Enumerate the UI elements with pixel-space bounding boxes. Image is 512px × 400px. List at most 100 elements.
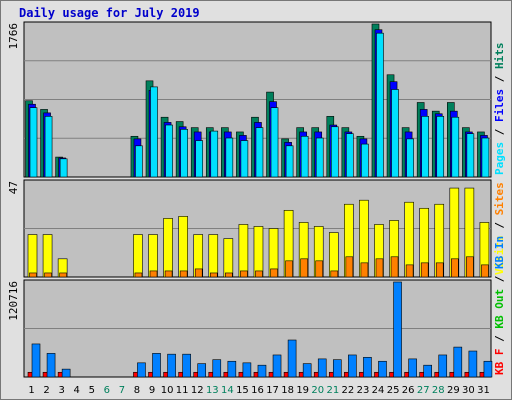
bar-pages-day-3 xyxy=(59,158,68,178)
x-tick-day-11: 11 xyxy=(176,385,189,396)
legend-separator: / xyxy=(493,329,506,349)
x-tick-day-25: 25 xyxy=(387,385,400,396)
x-tick-day-31: 31 xyxy=(477,385,490,396)
x-tick-day-22: 22 xyxy=(342,385,355,396)
bar-kbin-day-9 xyxy=(152,353,161,378)
bar-sites-day-24 xyxy=(375,258,384,278)
bar-kbin-day-24 xyxy=(378,360,387,378)
x-tick-day-18: 18 xyxy=(281,385,294,396)
bar-kbin-day-22 xyxy=(348,354,357,378)
y-max-label: 120716 xyxy=(7,281,20,321)
bar-pages-day-26 xyxy=(406,138,414,178)
bar-pages-day-31 xyxy=(481,137,490,178)
legend: Pages / Files / Hits xyxy=(493,43,506,176)
x-tick-day-30: 30 xyxy=(462,385,475,396)
bar-sites-day-20 xyxy=(315,260,324,278)
bar-kbin-day-3 xyxy=(61,368,71,378)
legend-kbout: KB Out xyxy=(493,289,506,329)
bar-kbin-day-17 xyxy=(272,354,282,378)
bar-pages-day-22 xyxy=(346,133,354,178)
bar-kbin-day-25 xyxy=(393,281,402,378)
bar-sites-day-26 xyxy=(405,264,414,278)
bar-pages-day-12 xyxy=(195,140,204,178)
x-tick-day-8: 8 xyxy=(134,385,140,396)
x-tick-day-12: 12 xyxy=(191,385,204,396)
bar-kbin-day-27 xyxy=(423,364,432,378)
y-max-label: 47 xyxy=(7,181,20,194)
x-tick-day-27: 27 xyxy=(417,385,430,396)
x-tick-day-20: 20 xyxy=(311,385,324,396)
legend-kbin: KB In xyxy=(493,236,506,269)
bar-pages-day-17 xyxy=(270,107,279,178)
bar-visits-day-11 xyxy=(178,216,188,278)
bar-sites-day-9 xyxy=(149,270,158,278)
x-tick-day-29: 29 xyxy=(447,385,460,396)
bar-kbin-day-14 xyxy=(227,360,237,378)
legend-separator: / xyxy=(493,69,506,89)
bar-visits-day-13 xyxy=(208,234,219,278)
legend-separator: / xyxy=(493,215,506,235)
bar-visits-day-15 xyxy=(238,224,249,278)
bar-sites-day-17 xyxy=(270,268,278,278)
bar-visits-day-14 xyxy=(223,238,234,278)
bar-pages-day-28 xyxy=(436,116,445,178)
bar-kbin-day-8 xyxy=(137,362,146,378)
bar-pages-day-29 xyxy=(451,116,460,178)
x-tick-day-9: 9 xyxy=(149,385,155,396)
bar-visits-day-2 xyxy=(42,234,53,278)
legend-files: Files xyxy=(493,89,506,122)
x-tick-day-2: 2 xyxy=(43,385,49,396)
bar-sites-day-11 xyxy=(179,270,188,278)
bar-kbin-day-15 xyxy=(242,362,252,378)
x-tick-day-15: 15 xyxy=(236,385,249,396)
legend: Visits / Sites xyxy=(493,182,506,275)
bar-sites-day-2 xyxy=(44,272,52,278)
bar-kbin-day-28 xyxy=(438,354,448,378)
bar-sites-day-14 xyxy=(225,272,233,278)
bar-kbin-day-23 xyxy=(363,357,372,378)
bar-sites-day-28 xyxy=(435,262,444,278)
bar-sites-day-12 xyxy=(194,268,203,278)
bar-sites-day-29 xyxy=(451,258,459,278)
bar-pages-day-9 xyxy=(150,86,158,178)
legend-separator: / xyxy=(493,122,506,142)
panel-visits-sites: 47 Visits / Sites xyxy=(7,179,506,278)
x-tick-day-23: 23 xyxy=(357,385,370,396)
bar-sites-day-8 xyxy=(134,272,143,278)
bar-visits-day-21 xyxy=(328,232,339,278)
x-tick-day-17: 17 xyxy=(266,385,279,396)
bar-pages-day-16 xyxy=(255,127,264,178)
bar-pages-day-8 xyxy=(135,145,143,178)
bar-sites-day-30 xyxy=(466,256,474,278)
panel-kbytes: 120716 KB F / KB Out / KB In xyxy=(7,236,506,378)
bar-pages-day-30 xyxy=(466,133,475,178)
bar-pages-day-27 xyxy=(421,116,429,178)
bar-sites-day-16 xyxy=(255,270,263,278)
x-tick-day-28: 28 xyxy=(432,385,445,396)
bar-kbin-day-12 xyxy=(197,363,207,378)
bar-sites-day-19 xyxy=(300,258,308,278)
legend-separator: / xyxy=(493,269,506,289)
bar-sites-day-18 xyxy=(285,260,293,278)
bar-sites-day-21 xyxy=(330,270,339,278)
panel-hits-files-pages: 1766 Pages / Files / Hits xyxy=(7,21,506,178)
bar-visits-day-8 xyxy=(133,234,143,278)
bar-visits-day-1 xyxy=(27,234,38,278)
chart-title: Daily usage for July 2019 xyxy=(19,6,200,20)
bar-pages-day-13 xyxy=(210,130,219,178)
bar-pages-day-1 xyxy=(29,107,38,178)
x-tick-day-7: 7 xyxy=(119,385,125,396)
bar-pages-day-14 xyxy=(225,137,234,178)
bar-visits-day-10 xyxy=(163,218,173,278)
bar-kbin-day-19 xyxy=(302,363,312,378)
bar-pages-day-15 xyxy=(240,140,249,178)
bar-pages-day-21 xyxy=(330,126,339,178)
bar-kbin-day-1 xyxy=(31,343,41,378)
x-tick-day-4: 4 xyxy=(74,385,80,396)
bar-kbin-day-29 xyxy=(453,346,463,378)
bar-kbin-day-11 xyxy=(182,353,191,378)
bar-pages-day-19 xyxy=(300,135,309,178)
bar-pages-day-11 xyxy=(180,129,188,178)
bar-sites-day-31 xyxy=(481,264,489,278)
x-tick-day-5: 5 xyxy=(89,385,95,396)
